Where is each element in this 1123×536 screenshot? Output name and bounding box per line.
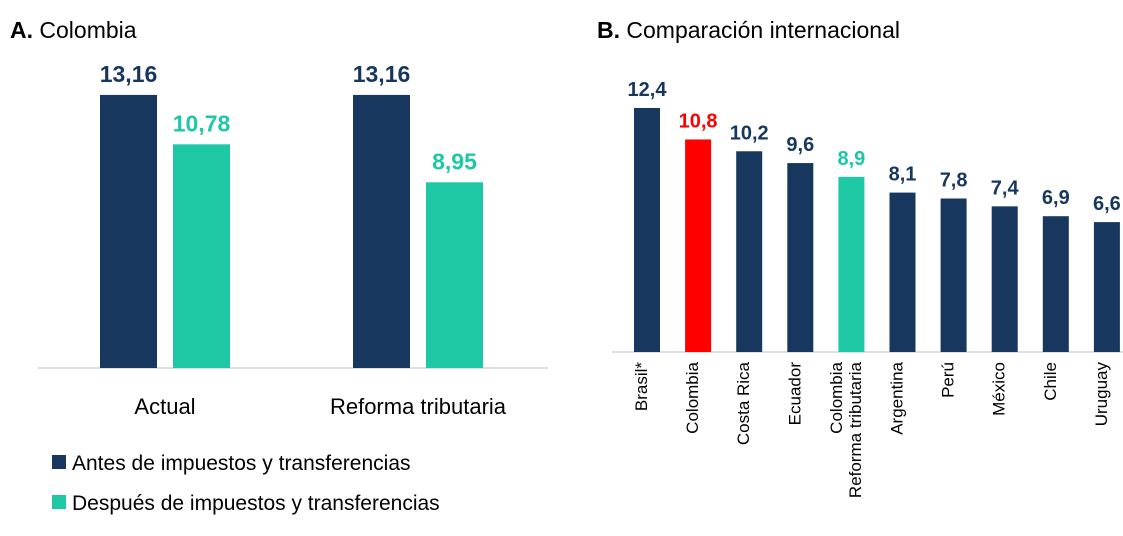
value-label: 9,6: [786, 134, 814, 156]
value-label: 8,95: [432, 148, 477, 174]
value-label: 10,8: [679, 110, 718, 132]
value-label: 10,78: [173, 110, 231, 136]
x-tick-label: Brasil*: [632, 362, 651, 412]
x-tick-label: Uruguay: [1092, 362, 1111, 427]
x-tick-label: Actual: [134, 394, 195, 419]
title: Comparación internacional: [626, 17, 900, 43]
chart-title: B. Comparación internacional: [597, 17, 900, 43]
bar: [1093, 222, 1120, 352]
x-tick-label: Argentina: [888, 361, 907, 434]
x-tick-label: Reforma tributaria: [330, 394, 507, 419]
bar: [1042, 216, 1069, 352]
bar: [173, 144, 230, 368]
x-tick-label: Costa Rica: [734, 361, 753, 445]
bar: [889, 192, 916, 352]
x-tick-label: ColombiaReforma tributaria: [827, 361, 865, 498]
x-tick-label: Ecuador: [785, 362, 804, 426]
value-label: 10,2: [730, 122, 769, 144]
title: Colombia: [39, 17, 136, 43]
bar: [787, 163, 814, 352]
bar: [838, 176, 865, 352]
x-tick-label: Perú: [939, 362, 958, 398]
bar: [736, 151, 763, 352]
bar: [685, 139, 712, 352]
x-tick-label: Chile: [1041, 362, 1060, 401]
chart-title: A. Colombia: [10, 17, 137, 43]
title-prefix: A.: [10, 17, 33, 43]
value-label: 13,16: [353, 61, 411, 87]
legend-swatch: [52, 495, 66, 509]
legend-label: Antes de impuestos y transferencias: [72, 452, 411, 475]
value-label: 7,8: [940, 169, 968, 191]
value-label: 7,4: [991, 177, 1020, 199]
bar: [991, 206, 1018, 352]
value-label: 8,1: [889, 164, 917, 186]
bar: [634, 107, 660, 352]
bar: [940, 198, 967, 352]
value-label: 8,9: [837, 148, 865, 170]
value-label: 12,4: [628, 79, 668, 101]
value-label: 13,16: [100, 61, 158, 87]
legend-swatch: [52, 455, 66, 469]
x-tick-label: Colombia: [683, 361, 702, 433]
value-label: 6,6: [1093, 193, 1121, 215]
x-tick-label: México: [990, 362, 1009, 416]
value-label: 6,9: [1042, 187, 1070, 209]
bar: [100, 94, 157, 369]
bar: [426, 182, 483, 368]
title-prefix: B.: [597, 17, 620, 43]
legend-label: Después de impuestos y transferencias: [72, 492, 440, 515]
bar: [353, 94, 410, 369]
